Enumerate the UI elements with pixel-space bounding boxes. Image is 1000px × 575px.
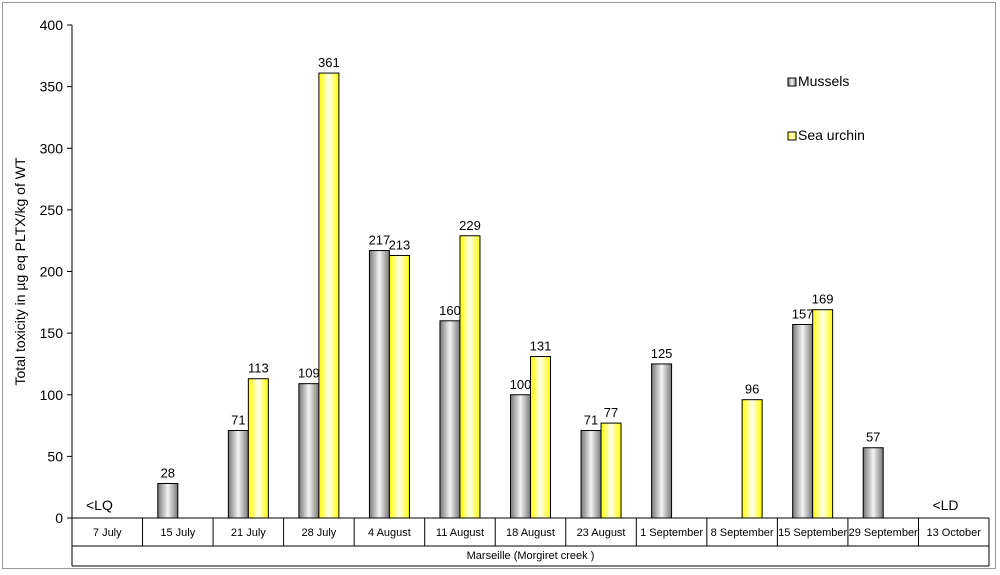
sea-urchin-bar-legend-swatch [787,131,797,141]
mussels-bar [510,394,531,519]
category-label: 8 September [711,527,774,539]
category-label: 15 July [160,527,195,539]
mussels-bar [580,429,602,519]
y-tick-label: 250 [40,202,64,218]
category-label: 7 July [93,527,122,539]
data-label: 96 [745,382,759,397]
mussels-bar [651,363,673,519]
category-label: 28 July [301,527,336,539]
y-tick-label: 100 [40,387,64,403]
category-label: 13 October [927,527,982,539]
category-label: 21 July [231,527,266,539]
sea-urchin-bar [812,309,834,519]
category-label: 1 September [640,527,703,539]
data-label: 113 [248,361,269,376]
detection-limit-annotation: <LD [932,497,958,513]
legend-label: Mussels [798,73,849,89]
category-label: 4 August [368,527,411,539]
sea-urchin-bar [388,254,410,519]
y-tick-label: 150 [40,325,64,341]
detection-limit-annotation: <LQ [86,497,113,513]
data-label: 169 [812,292,834,307]
legend-label: Sea urchin [798,127,865,143]
category-label: 29 September [849,527,918,539]
mussels-bar [862,447,884,519]
sea-urchin-bar [318,72,340,519]
mussels-bar [227,429,249,519]
data-label: 77 [604,405,618,420]
mussels-bar [298,383,320,519]
category-label: 18 August [506,527,555,539]
sea-urchin-bar [600,422,622,519]
data-label: 217 [369,233,391,248]
data-label: 71 [584,412,598,427]
mussels-bar-legend-swatch [787,77,797,87]
y-axis-title: Total toxicity in µg eq PLTX/kg of WT [12,157,28,385]
mussels-bar [368,250,390,519]
data-label: 71 [231,412,245,427]
data-label: 361 [318,55,340,70]
category-label: 23 August [577,527,626,539]
y-tick-label: 300 [40,140,64,156]
y-tick-label: 50 [47,448,63,464]
bar-chart: 0 50 100 150 200 250 300 350 400 7 July 15 July 21 … [12,17,990,567]
sea-urchin-bar [459,235,481,519]
data-label: 57 [866,430,880,445]
y-tick-label: 400 [40,17,64,33]
data-label: 131 [530,339,552,354]
data-label: 229 [459,218,481,233]
category-label: 11 August [436,527,484,539]
data-label: 160 [439,303,461,318]
y-tick-label: 0 [55,510,63,526]
sea-urchin-bar [247,378,269,519]
sea-urchin-bar [741,399,763,519]
data-label: 213 [389,237,411,252]
data-label: 157 [792,306,814,321]
y-tick-label: 200 [40,264,64,280]
mussels-bar [792,323,814,519]
mussels-bar [157,482,179,519]
y-tick-label: 350 [40,79,64,95]
data-label: 28 [161,465,175,480]
category-label: 15 September [778,527,847,539]
x-axis-title: Marseille (Morgiret creek ) [467,550,595,562]
data-label: 100 [510,377,532,392]
sea-urchin-bar [530,356,551,519]
data-label: 109 [298,366,320,381]
mussels-bar [439,320,461,519]
data-label: 125 [651,346,673,361]
